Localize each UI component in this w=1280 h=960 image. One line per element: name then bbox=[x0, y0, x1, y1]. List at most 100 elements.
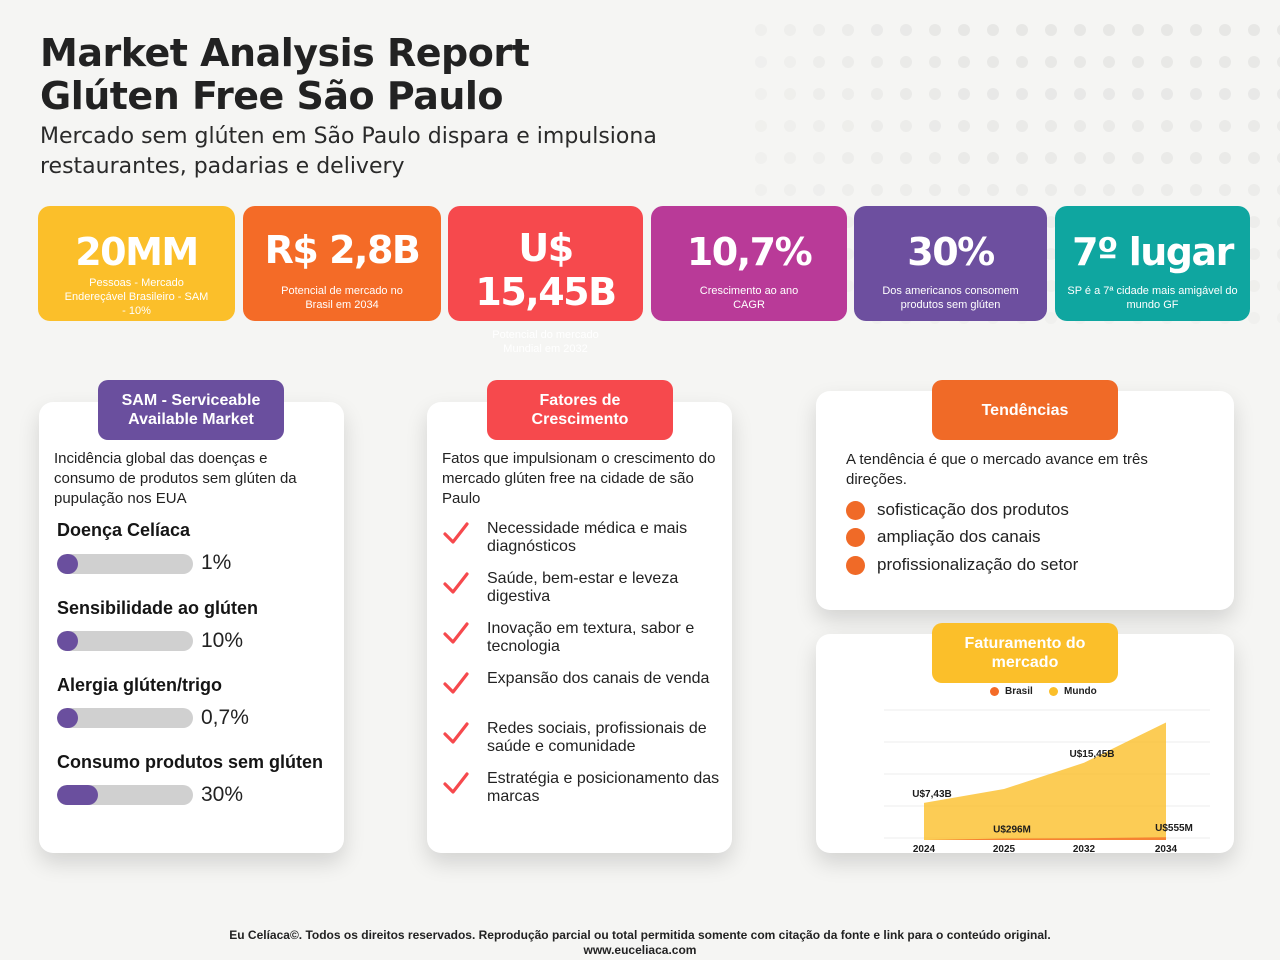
x-tick-label: 2025 bbox=[993, 844, 1016, 855]
growth-factor-text: Expansão dos canais de venda bbox=[487, 670, 710, 687]
decorative-dot bbox=[1190, 152, 1202, 164]
decorative-dot bbox=[1074, 56, 1086, 68]
stat-caption: Potencial de mercado no Brasil em 2034 bbox=[281, 285, 403, 311]
footer-website: www.euceliaca.com bbox=[583, 943, 697, 957]
decorative-dot bbox=[1074, 88, 1086, 100]
bullet-dot-icon bbox=[846, 501, 865, 520]
decorative-dot bbox=[929, 184, 941, 196]
decorative-dot bbox=[755, 24, 767, 36]
decorative-dot bbox=[900, 152, 912, 164]
growth-factor-text: Necessidade médica e mais diagnósticos bbox=[487, 520, 688, 555]
decorative-dot bbox=[958, 88, 970, 100]
sam-card-title: SAM - Serviceable Available Market bbox=[98, 380, 284, 440]
metric-value: 30% bbox=[201, 783, 244, 806]
decorative-dot bbox=[1277, 248, 1280, 260]
page-title-line1: Market Analysis Report bbox=[40, 31, 530, 75]
page-title: Market Analysis Report Glúten Free São P… bbox=[40, 31, 530, 118]
decorative-dot bbox=[1277, 88, 1280, 100]
page-title-line2: Glúten Free São Paulo bbox=[40, 74, 504, 118]
stat-caption: Crescimento ao ano CAGR bbox=[699, 285, 799, 311]
decorative-dot bbox=[1277, 280, 1280, 292]
trend-text: profissionalização do setor bbox=[877, 555, 1079, 574]
metric-bar-track bbox=[57, 785, 193, 805]
decorative-dot bbox=[1277, 120, 1280, 132]
metric-value: 1% bbox=[201, 551, 232, 574]
decorative-dot bbox=[1103, 152, 1115, 164]
legend-label-brasil: Brasil bbox=[1005, 686, 1033, 697]
decorative-dot bbox=[1045, 24, 1057, 36]
stat-value: R$ 2,8B bbox=[264, 228, 421, 272]
trend-text: sofisticação dos produtos bbox=[877, 500, 1069, 519]
decorative-dot bbox=[1248, 56, 1260, 68]
metric-bar-track bbox=[57, 631, 193, 651]
trend-text: ampliação dos canais bbox=[877, 527, 1041, 546]
decorative-dot bbox=[900, 88, 912, 100]
area-series-mundo bbox=[924, 722, 1166, 840]
decorative-dot bbox=[784, 152, 796, 164]
checkmark-icon bbox=[443, 722, 469, 744]
legend-swatch-brasil bbox=[990, 687, 999, 696]
growth-factor-text: Redes sociais, profissionais de saúde e … bbox=[487, 720, 707, 755]
decorative-dot bbox=[871, 184, 883, 196]
decorative-dot bbox=[1074, 152, 1086, 164]
decorative-dot bbox=[1045, 184, 1057, 196]
growth-card bbox=[427, 402, 732, 853]
decorative-dot bbox=[842, 24, 854, 36]
data-label: U$15,45B bbox=[1069, 749, 1114, 760]
decorative-dot bbox=[1161, 88, 1173, 100]
decorative-dot bbox=[842, 184, 854, 196]
decorative-dot bbox=[1277, 56, 1280, 68]
decorative-dot bbox=[1248, 24, 1260, 36]
decorative-dot bbox=[1248, 88, 1260, 100]
decorative-dot bbox=[1074, 24, 1086, 36]
stat-caption: Dos americanos consomem produtos sem glú… bbox=[882, 285, 1019, 311]
decorative-dot bbox=[987, 88, 999, 100]
decorative-dot bbox=[755, 120, 767, 132]
decorative-dot bbox=[1190, 184, 1202, 196]
growth-card-title: Fatores de Crescimento bbox=[487, 380, 673, 440]
decorative-dot bbox=[1219, 120, 1231, 132]
decorative-dot bbox=[900, 120, 912, 132]
stat-value: 20MM bbox=[75, 230, 199, 274]
decorative-dot bbox=[784, 24, 796, 36]
decorative-dot bbox=[1045, 88, 1057, 100]
decorative-dot bbox=[1190, 120, 1202, 132]
decorative-dot bbox=[1103, 56, 1115, 68]
growth-factor-text: Inovação em textura, sabor e tecnologia bbox=[487, 620, 695, 655]
bullet-dot-icon bbox=[846, 556, 865, 575]
decorative-dot bbox=[987, 120, 999, 132]
decorative-dot bbox=[1161, 56, 1173, 68]
area-series-brasil bbox=[924, 837, 1166, 840]
decorative-dot bbox=[1161, 184, 1173, 196]
decorative-dot bbox=[1248, 120, 1260, 132]
metric-label: Sensibilidade ao glúten bbox=[57, 598, 259, 618]
decorative-dot bbox=[1248, 312, 1260, 324]
decorative-dot bbox=[1219, 88, 1231, 100]
checkmark-icon bbox=[443, 522, 469, 544]
decorative-dot bbox=[958, 152, 970, 164]
stat-value: 10,7% bbox=[686, 230, 813, 274]
decorative-dot bbox=[755, 88, 767, 100]
metric-label: Consumo produtos sem glúten bbox=[57, 752, 324, 772]
decorative-dot bbox=[784, 184, 796, 196]
stat-card-brasil-2034: R$ 2,8B Potencial de mercado no Brasil e… bbox=[243, 206, 441, 321]
chart-legend-mundo: Mundo bbox=[1049, 686, 1097, 697]
metric-bar-fill bbox=[57, 708, 78, 728]
decorative-dot bbox=[1277, 152, 1280, 164]
decorative-dot bbox=[1132, 88, 1144, 100]
decorative-dot bbox=[929, 88, 941, 100]
decorative-dot bbox=[1219, 56, 1231, 68]
decorative-dot bbox=[1277, 184, 1280, 196]
decorative-dot bbox=[1016, 120, 1028, 132]
decorative-dot bbox=[1132, 184, 1144, 196]
stat-caption: Potencial do mercado Mundial em 2032 bbox=[492, 329, 599, 355]
decorative-dot bbox=[1103, 24, 1115, 36]
trends-card-title: Tendências bbox=[932, 380, 1118, 440]
checkmark-icon bbox=[443, 622, 469, 644]
decorative-dot bbox=[813, 56, 825, 68]
decorative-dot bbox=[813, 152, 825, 164]
decorative-dot bbox=[1248, 184, 1260, 196]
decorative-dot bbox=[871, 120, 883, 132]
chart-legend-brasil: Brasil bbox=[990, 686, 1033, 697]
growth-factor-text: Saúde, bem-estar e leveza digestiva bbox=[487, 570, 679, 605]
